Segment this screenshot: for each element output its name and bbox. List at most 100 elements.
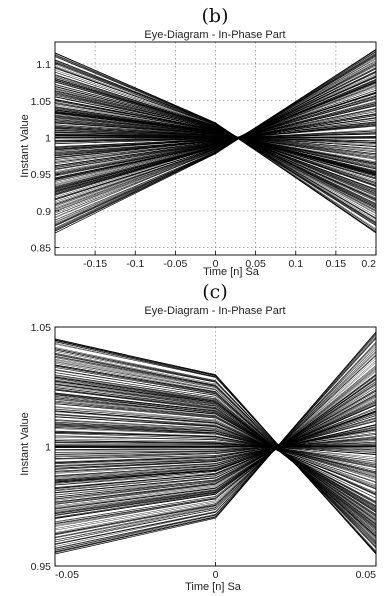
- eye-trace: [55, 128, 376, 155]
- eye-trace: [55, 103, 376, 183]
- series-line: [55, 410, 376, 495]
- eye-trace: [55, 425, 376, 474]
- eye-trace: [55, 366, 376, 537]
- eye-trace: [55, 98, 376, 174]
- eye-trace: [55, 420, 376, 472]
- eye-trace: [55, 347, 376, 549]
- eye-trace: [55, 402, 376, 491]
- y-tick-label: 0.95: [31, 561, 52, 573]
- eye-trace: [55, 379, 376, 514]
- eye-trace: [55, 338, 376, 549]
- x-axis-label-b: Time [n] Sa: [203, 266, 260, 278]
- eye-trace: [55, 61, 376, 216]
- eye-trace: [55, 414, 376, 479]
- eye-trace: [55, 404, 376, 490]
- eye-trace: [55, 93, 376, 192]
- eye-trace: [55, 430, 376, 468]
- eye-trace: [55, 346, 376, 543]
- eye-trace: [55, 424, 376, 469]
- eye-trace: [55, 348, 376, 541]
- chart-title-c: Eye-Diagram - In-Phase Part: [144, 305, 285, 317]
- eye-trace: [55, 68, 376, 205]
- plot-area-b: -0.15 -0.1 -0.05 0 0.05 0.1 0.15 0.2 0.85 0.9 0.95…: [31, 41, 377, 270]
- chart-panel-b: (b) Eye-Diagram - In-Phase Part Time [n]…: [19, 5, 377, 278]
- eye-trace: [55, 378, 376, 526]
- eye-trace: [55, 343, 376, 552]
- eye-trace: [55, 362, 376, 529]
- eye-trace: [55, 438, 376, 455]
- y-tick-label: 1.1: [36, 59, 51, 71]
- eye-trace: [55, 418, 376, 477]
- x-tick-label: 0.05: [356, 569, 377, 581]
- panel-label-b: (b): [202, 5, 229, 27]
- panel-label-c: (c): [202, 281, 227, 303]
- eye-trace: [55, 123, 376, 150]
- series-line: [55, 52, 376, 234]
- eye-trace: [55, 392, 376, 512]
- eye-trace: [55, 396, 376, 509]
- eye-trace: [55, 92, 376, 194]
- eye-trace: [55, 437, 376, 458]
- x-tick-label: 0.15: [326, 258, 347, 270]
- eye-trace: [55, 436, 376, 462]
- eye-trace: [55, 436, 376, 457]
- eye-trace: [55, 351, 376, 547]
- eye-trace: [55, 341, 376, 553]
- eye-trace: [55, 400, 376, 504]
- eye-trace: [55, 401, 376, 493]
- x-tick-label: 0.05: [245, 258, 266, 270]
- eye-trace: [55, 407, 376, 486]
- eye-trace: [55, 76, 376, 194]
- plot-area-c: -0.05 0 0.05 0.95 1 1.05: [31, 322, 377, 581]
- eye-trace: [55, 342, 376, 545]
- eye-trace: [55, 444, 376, 448]
- eye-trace: [55, 352, 376, 538]
- eye-trace: [55, 133, 376, 146]
- series-line: [55, 122, 376, 164]
- y-tick-label: 0.9: [36, 206, 51, 218]
- x-tick-label: 0: [213, 258, 219, 270]
- eye-trace: [55, 129, 376, 144]
- eye-trace: [55, 71, 376, 215]
- eye-trace: [55, 405, 376, 488]
- eye-trace: [55, 81, 376, 205]
- eye-trace: [55, 64, 376, 210]
- eye-trace: [55, 419, 376, 473]
- eye-trace: [55, 408, 376, 486]
- eye-trace: [55, 395, 376, 498]
- series-line: [55, 100, 376, 186]
- eye-trace: [55, 91, 376, 180]
- eye-trace: [55, 384, 376, 509]
- y-axis-label-b: Instant Value: [19, 114, 31, 177]
- eye-trace: [55, 60, 376, 218]
- eye-trace: [55, 388, 376, 517]
- eye-trace: [55, 430, 376, 463]
- eye-trace: [55, 424, 376, 469]
- eye-trace: [55, 354, 376, 536]
- eye-trace: [55, 136, 376, 139]
- eye-trace: [55, 441, 376, 454]
- x-tick-label: -0.05: [55, 569, 79, 581]
- x-tick-label: 0.1: [288, 258, 303, 270]
- eye-trace: [55, 76, 376, 209]
- x-tick-label: -0.15: [83, 258, 107, 270]
- eye-trace: [55, 56, 376, 231]
- eye-trace: [55, 53, 376, 226]
- eye-trace: [55, 376, 376, 529]
- eye-trace: [55, 111, 376, 160]
- y-tick-label: 0.85: [31, 243, 52, 255]
- eye-trace: [55, 361, 376, 540]
- eye-trace: [55, 394, 376, 510]
- eye-trace: [55, 336, 376, 551]
- eye-trace-group: [55, 49, 376, 234]
- eye-trace-group: [55, 331, 376, 555]
- eye-trace: [55, 106, 376, 180]
- eye-trace: [55, 360, 376, 531]
- eye-trace: [55, 435, 376, 462]
- eye-trace: [55, 350, 376, 539]
- eye-trace: [55, 389, 376, 515]
- eye-trace: [55, 425, 376, 474]
- eye-trace: [55, 428, 376, 464]
- x-tick-label: -0.05: [163, 258, 187, 270]
- eye-trace: [55, 368, 376, 524]
